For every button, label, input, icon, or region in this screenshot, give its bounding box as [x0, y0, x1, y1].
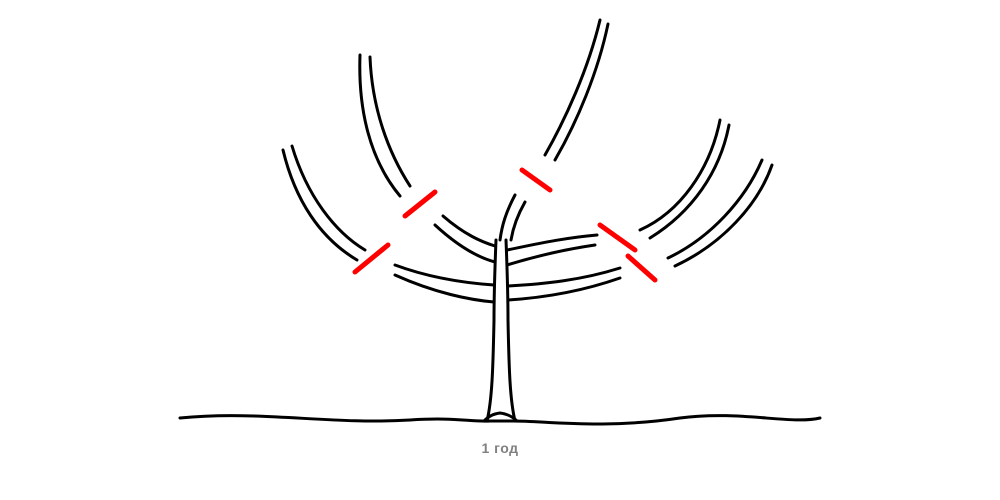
branch-stub-left-lower — [395, 265, 494, 302]
diagram-stage: 1 год — [0, 0, 1000, 500]
trunk — [487, 240, 515, 421]
branch-outer-left-upper — [360, 55, 410, 196]
branch-outer-left-lower — [283, 146, 365, 260]
cut-mark-2 — [405, 192, 435, 216]
year-label: 1 год — [0, 440, 1000, 456]
cut-mark-3 — [522, 170, 550, 190]
cut-mark-5 — [628, 256, 655, 280]
tree-diagram — [0, 0, 1000, 500]
branch-stub-right-middle — [507, 235, 597, 265]
branch-stub-right-inner-tall — [500, 195, 525, 240]
cut-mark-1 — [355, 245, 388, 272]
branch-stub-right-lower — [508, 268, 620, 300]
branch-outer-right-inner-tall — [545, 20, 608, 160]
cut-mark-4 — [600, 225, 635, 250]
ground-line — [180, 416, 820, 424]
branch-outer-right-middle — [640, 120, 729, 238]
branch-stub-left-upper — [435, 216, 495, 262]
